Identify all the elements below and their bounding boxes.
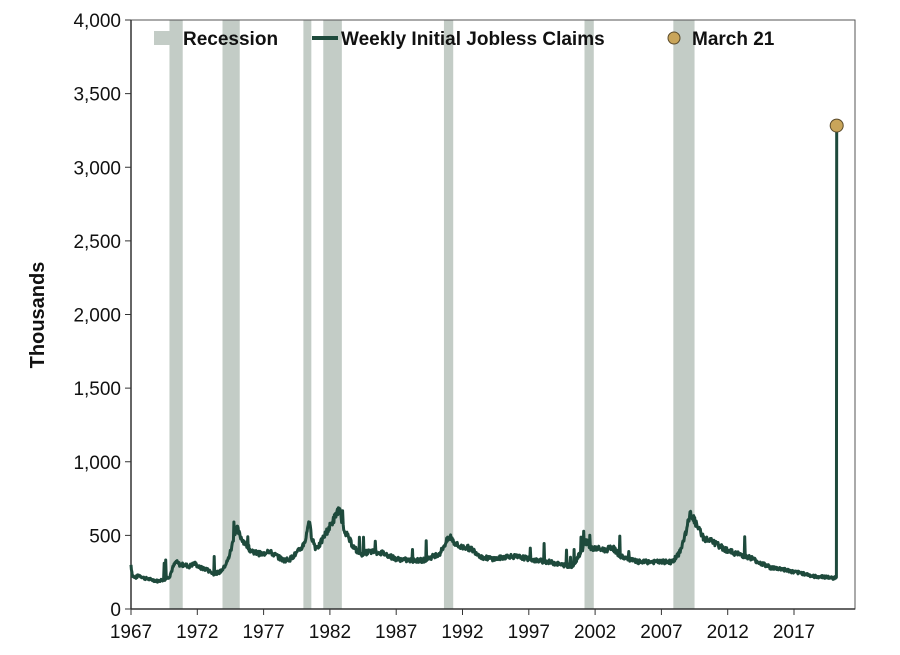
legend-recession-swatch bbox=[154, 31, 180, 45]
x-tick-label: 2007 bbox=[640, 622, 682, 643]
y-tick-label: 1,000 bbox=[73, 453, 121, 474]
series-layer bbox=[129, 118, 844, 584]
y-tick-label: 3,000 bbox=[73, 158, 121, 179]
y-tick-label: 500 bbox=[89, 526, 121, 547]
legend-recession-label: Recession bbox=[183, 29, 278, 50]
x-tick-label: 1977 bbox=[242, 622, 284, 643]
y-tick-label: 3,500 bbox=[73, 85, 121, 106]
x-axis-ticks: 1967 1972 1977 1982 1987 1992 1997 2002 2007 2012… bbox=[110, 609, 815, 643]
x-tick-label: 2012 bbox=[707, 622, 749, 643]
recession-band-6 bbox=[673, 20, 695, 609]
x-tick-label: 1987 bbox=[375, 622, 417, 643]
legend-marker-label: March 21 bbox=[692, 29, 775, 50]
recession-band-5 bbox=[584, 20, 594, 609]
legend: Recession Weekly Initial Jobless Claims … bbox=[154, 29, 775, 50]
x-tick-label: 1972 bbox=[176, 622, 218, 643]
x-tick-label: 1992 bbox=[441, 622, 483, 643]
recession-band-3 bbox=[323, 20, 342, 609]
x-tick-label: 2002 bbox=[574, 622, 616, 643]
y-axis-ticks: 0 500 1,000 1,500 2,000 2,500 3,000 3,500 4,000 bbox=[73, 11, 131, 621]
x-tick-label: 1997 bbox=[508, 622, 550, 643]
recession-band-2 bbox=[303, 20, 312, 609]
series-line-weekly-initial-jobless-claims bbox=[129, 125, 839, 584]
recession-band-4 bbox=[443, 20, 454, 609]
legend-marker-swatch bbox=[667, 31, 681, 45]
y-tick-label: 0 bbox=[110, 600, 121, 621]
y-tick-label: 2,000 bbox=[73, 306, 121, 327]
x-tick-label: 2017 bbox=[773, 622, 815, 643]
recession-band-0 bbox=[169, 20, 183, 609]
y-tick-label: 1,500 bbox=[73, 379, 121, 400]
y-tick-label: 2,500 bbox=[73, 232, 121, 253]
y-tick-label: 4,000 bbox=[73, 11, 121, 32]
y-axis-label: Thousands bbox=[27, 262, 49, 369]
recession-band-1 bbox=[222, 20, 240, 609]
x-tick-label: 1982 bbox=[309, 622, 351, 643]
recession-bands bbox=[169, 20, 695, 609]
x-tick-label: 1967 bbox=[110, 622, 152, 643]
march-21-point bbox=[829, 118, 844, 133]
legend-series-label: Weekly Initial Jobless Claims bbox=[341, 29, 605, 50]
